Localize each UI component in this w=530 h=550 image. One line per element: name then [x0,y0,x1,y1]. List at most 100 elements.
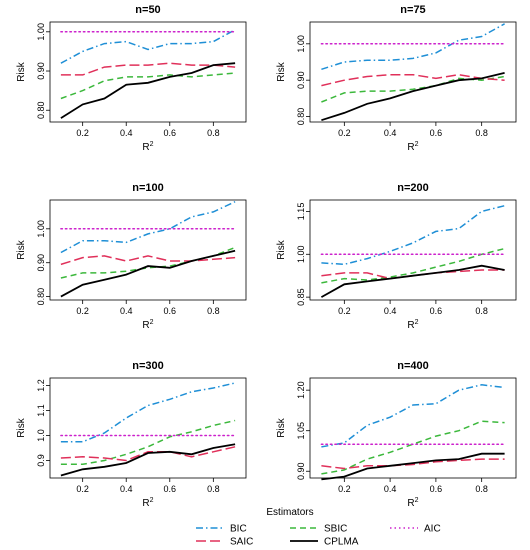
x-tick-label: 0.6 [430,306,443,316]
y-tick-label: 1.00 [36,23,46,41]
x-tick-label: 0.6 [164,306,177,316]
legend: Estimators BIC SBIC AIC SAIC CPLMA [196,507,441,548]
x-axis-label: R2 [407,497,418,509]
series-line-saic [60,446,236,462]
panel-title: n=400 [397,360,429,372]
series-line-bic [321,23,505,71]
y-tick-label: 1.0 [36,429,46,442]
series-line-sbic [60,246,236,279]
x-tick-label: 0.2 [76,128,89,138]
series-line-sbic [321,420,505,475]
y-tick-label: 1.00 [36,220,46,238]
y-tick-label: 0.90 [296,71,306,89]
x-axis-label: R2 [407,141,418,153]
plot-frame [309,199,517,301]
panel-3: n=200 0.2 0.4 0.6 0.8 0.85 1.00 1.15 R2 Risk [276,182,517,331]
y-axis-label: Risk [16,417,27,437]
series-line-cplma [60,62,236,119]
x-axis-label-sup: 2 [415,497,419,504]
x-tick-label: 0.2 [76,484,89,494]
x-axis-label-text: R [407,142,414,153]
plot-frame [309,21,517,123]
y-tick-label: 1.15 [296,203,306,221]
series-line-bic [60,382,236,443]
x-tick-label: 0.2 [338,306,351,316]
x-tick-label: 0.8 [207,128,220,138]
x-tick-label: 0.4 [384,484,397,494]
x-tick-label: 0.8 [207,306,220,316]
y-tick-label: 0.80 [36,101,46,119]
x-tick-label: 0.6 [164,128,177,138]
x-axis-label-text: R [142,142,149,153]
panel-title: n=50 [135,4,160,16]
x-axis-label-text: R [142,320,149,331]
series-line-bic [60,201,236,254]
x-tick-label: 0.8 [207,484,220,494]
x-tick-label: 0.6 [430,128,443,138]
panel-0: n=50 0.2 0.4 0.6 0.8 0.80 0.90 1.00 R2 Risk [16,4,247,153]
plot-frame [49,21,247,123]
legend-entries: BIC SBIC AIC SAIC CPLMA [196,524,441,548]
x-axis-label: R2 [142,497,153,509]
y-tick-label: 0.80 [296,108,306,126]
x-axis-label: R2 [142,319,153,331]
y-axis-label: Risk [276,239,287,259]
series-line-sbic [321,75,505,103]
y-tick-label: 0.90 [296,462,306,480]
legend-title: Estimators [266,507,313,518]
y-axis-label: Risk [16,61,27,81]
x-axis-label: R2 [407,319,418,331]
legend-label-bic: BIC [230,524,247,535]
y-tick-label: 1.2 [36,379,46,392]
y-tick-label: 1.00 [296,35,306,53]
series-line-saic [60,255,236,266]
y-tick-label: 0.85 [296,288,306,306]
series-line-cplma [321,452,505,481]
y-axis-label: Risk [276,61,287,81]
y-axis-label: Risk [16,239,27,259]
series-line-cplma [60,443,236,477]
series-line-sbic [60,419,236,466]
y-tick-label: 0.80 [36,288,46,306]
series-line-sbic [321,247,505,284]
panel-title: n=200 [397,182,429,194]
x-tick-label: 0.2 [338,128,351,138]
y-tick-label: 1.05 [296,422,306,440]
y-axis-label: Risk [276,417,287,437]
x-axis-label-sup: 2 [150,141,154,148]
x-tick-label: 0.6 [430,484,443,494]
x-axis-label-text: R [407,498,414,509]
x-axis-label-sup: 2 [415,141,419,148]
series-line-cplma [60,249,236,298]
panel-4: n=300 0.2 0.4 0.6 0.8 0.9 1.0 1.1 1.2 R2 Risk [16,360,247,509]
legend-label-sbic: SBIC [324,524,347,535]
x-tick-label: 0.2 [76,306,89,316]
legend-label-aic: AIC [424,524,441,535]
series-line-bic [321,204,505,266]
series-line-bic [60,29,236,64]
legend-label-cplma: CPLMA [324,537,359,548]
x-tick-label: 0.6 [164,484,177,494]
x-tick-label: 0.4 [384,128,397,138]
y-tick-label: 0.90 [36,254,46,272]
x-tick-label: 0.8 [475,484,488,494]
panel-title: n=300 [132,360,164,372]
x-axis-label-text: R [142,498,149,509]
x-tick-label: 0.4 [120,306,133,316]
x-axis-label: R2 [142,141,153,153]
y-tick-label: 1.00 [296,246,306,264]
panel-1: n=75 0.2 0.4 0.6 0.8 0.80 0.90 1.00 R2 Risk [276,4,517,153]
x-tick-label: 0.4 [120,484,133,494]
series-line-cplma [321,72,505,122]
y-tick-label: 1.20 [296,381,306,399]
x-tick-label: 0.2 [338,484,351,494]
series-line-saic [321,73,505,87]
x-tick-label: 0.4 [384,306,397,316]
panel-title: n=100 [132,182,164,194]
y-tick-label: 0.9 [36,454,46,467]
x-axis-label-sup: 2 [150,319,154,326]
y-tick-label: 0.90 [36,62,46,80]
panels: n=500.2 0.4 0.6 0.80.800.901.00R2Riskn=750.… [16,4,517,509]
panel-title: n=75 [400,4,425,16]
